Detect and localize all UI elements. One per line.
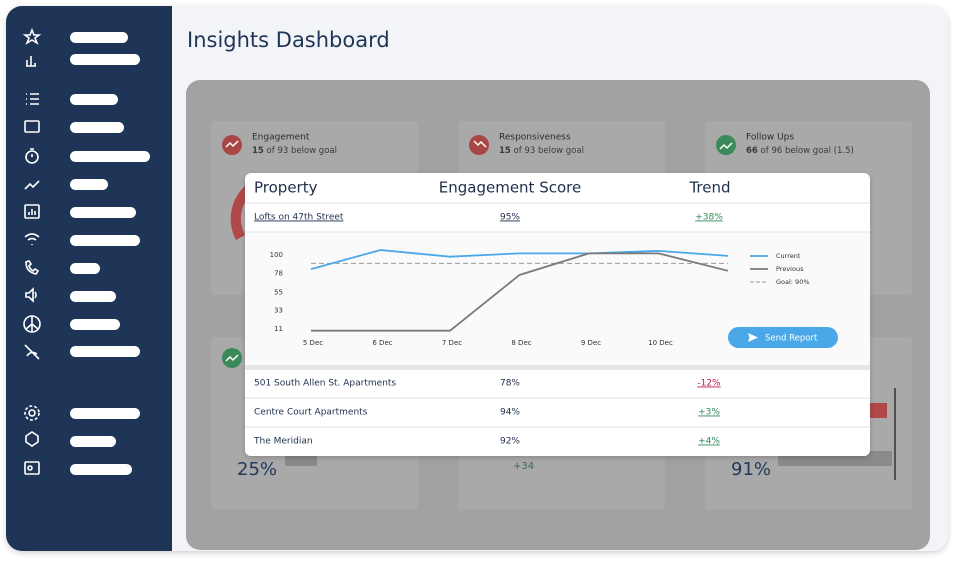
trend-value: -12% (697, 379, 721, 389)
card-detail-text: of 93 below goal (514, 146, 584, 156)
trend-value: +38% (695, 213, 723, 223)
series-line (310, 249, 729, 271)
table-rows: Lofts on 47th Street 95% +38% 501 South All… (253, 213, 723, 447)
engagement-score: 78% (500, 379, 520, 389)
trend-value: +4% (698, 437, 720, 447)
bar-fragment (870, 403, 887, 418)
engagement-score: 95% (500, 213, 520, 223)
card-title: Responsiveness (499, 133, 571, 143)
nav-items (22, 27, 150, 475)
y-tick-label: 55 (274, 288, 283, 296)
y-tick-label: 100 (270, 251, 283, 259)
legend-label: Goal: 90% (776, 278, 810, 286)
card-detail: 15 of 93 below goal (252, 146, 337, 156)
card-metric: +34 (513, 461, 534, 472)
column-header: Property (254, 179, 318, 197)
card-metric: 91% (731, 459, 771, 480)
card-icon (716, 135, 736, 155)
card-title: Engagement (252, 133, 310, 143)
x-tick-label: 5 Dec (303, 339, 323, 347)
column-header: Trend (688, 179, 730, 197)
engagement-score: 94% (500, 408, 520, 418)
property-name: The Meridian (253, 437, 313, 447)
x-tick-label: 6 Dec (372, 339, 392, 347)
modal: Property Engagement Score Trend Lofts on… (245, 173, 870, 456)
chart-edge (245, 365, 870, 370)
card-detail-text: of 96 below goal (1.5) (761, 146, 854, 156)
page-title: Insights Dashboard (187, 28, 390, 52)
send-icon (748, 333, 758, 342)
nav-icons (22, 27, 42, 475)
button-label: Send Report (765, 334, 818, 344)
legend-label: Current (776, 252, 801, 260)
y-tick-label: 11 (274, 325, 283, 333)
property-name: 501 South Allen St. Apartments (254, 379, 396, 389)
card-icon-glyphs (225, 140, 733, 362)
card-detail: 66 of 96 below goal (1.5) (746, 146, 854, 156)
series-line (311, 252, 729, 332)
engagement-score: 92% (500, 437, 520, 447)
card-title: Follow Ups (746, 133, 794, 143)
card-detail-text: of 93 below goal (267, 146, 337, 156)
legend-label: Previous (776, 265, 804, 273)
send-report-button[interactable] (728, 327, 838, 348)
y-tick-label: 33 (274, 307, 283, 315)
card-count: 15 (252, 146, 264, 156)
bar-fragment (285, 456, 317, 466)
x-tick-label: 8 Dec (511, 339, 531, 347)
line-chart: 11 33 55 78 100 5 Dec 6 Dec 7 Dec 8 Dec 9 Dec 10 D… (270, 249, 810, 347)
card-count: 15 (499, 146, 511, 156)
y-tick-label: 78 (274, 269, 283, 277)
trend-value: +3% (698, 408, 720, 418)
card-count: 66 (746, 146, 758, 156)
x-tick-label: 9 Dec (581, 339, 601, 347)
card-detail: 15 of 93 below goal (499, 146, 584, 156)
x-tick-label: 10 Dec (648, 339, 673, 347)
x-tick-label: 7 Dec (442, 339, 462, 347)
card-metric: 25% (237, 459, 277, 480)
column-header: Engagement Score (439, 179, 581, 197)
property-name: Lofts on 47th Street (254, 213, 344, 223)
property-name: Centre Court Apartments (254, 408, 368, 418)
